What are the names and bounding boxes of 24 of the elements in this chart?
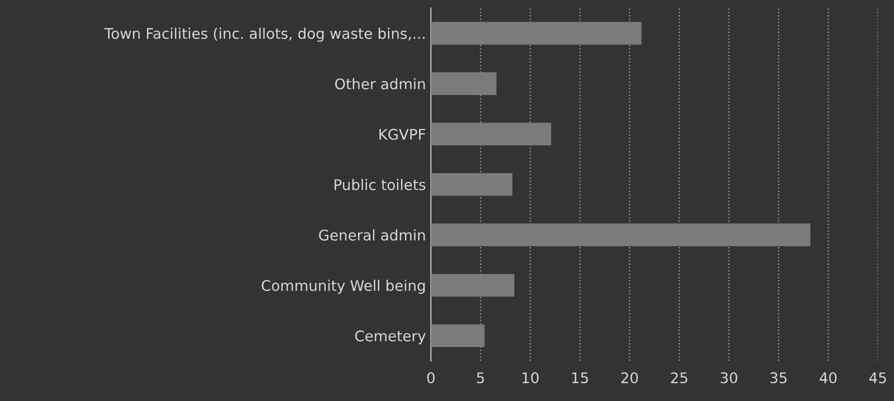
y-tick-label: Other admin bbox=[335, 78, 425, 90]
x-tick-label: 40 bbox=[820, 372, 837, 384]
y-tick-label: General admin bbox=[319, 229, 425, 241]
bar bbox=[430, 22, 642, 45]
x-tick-label: 10 bbox=[522, 372, 539, 384]
y-tick-label: Cemetery bbox=[355, 330, 426, 344]
bar bbox=[430, 324, 485, 348]
x-tick-label: 45 bbox=[869, 372, 886, 384]
x-tick-label: 15 bbox=[572, 372, 588, 384]
x-tick-label: 5 bbox=[477, 372, 484, 384]
x-tick-label: 35 bbox=[770, 372, 787, 384]
x-tick-label: 25 bbox=[671, 372, 688, 384]
y-tick-label: KGVPF bbox=[379, 128, 426, 140]
y-tick-label: Town Facilities (inc. allots, dog waste bins,... bbox=[104, 28, 424, 42]
bar bbox=[430, 72, 496, 95]
bar bbox=[430, 224, 810, 246]
bar bbox=[430, 122, 552, 146]
bar bbox=[430, 274, 514, 297]
x-tick-label: 20 bbox=[621, 372, 638, 384]
y-tick-label: Public toilets bbox=[334, 178, 426, 190]
y-tick-label: Community Well being bbox=[262, 280, 425, 294]
x-tick-label: 0 bbox=[427, 372, 435, 384]
x-tick-label: 30 bbox=[720, 372, 738, 384]
bar bbox=[430, 173, 512, 196]
